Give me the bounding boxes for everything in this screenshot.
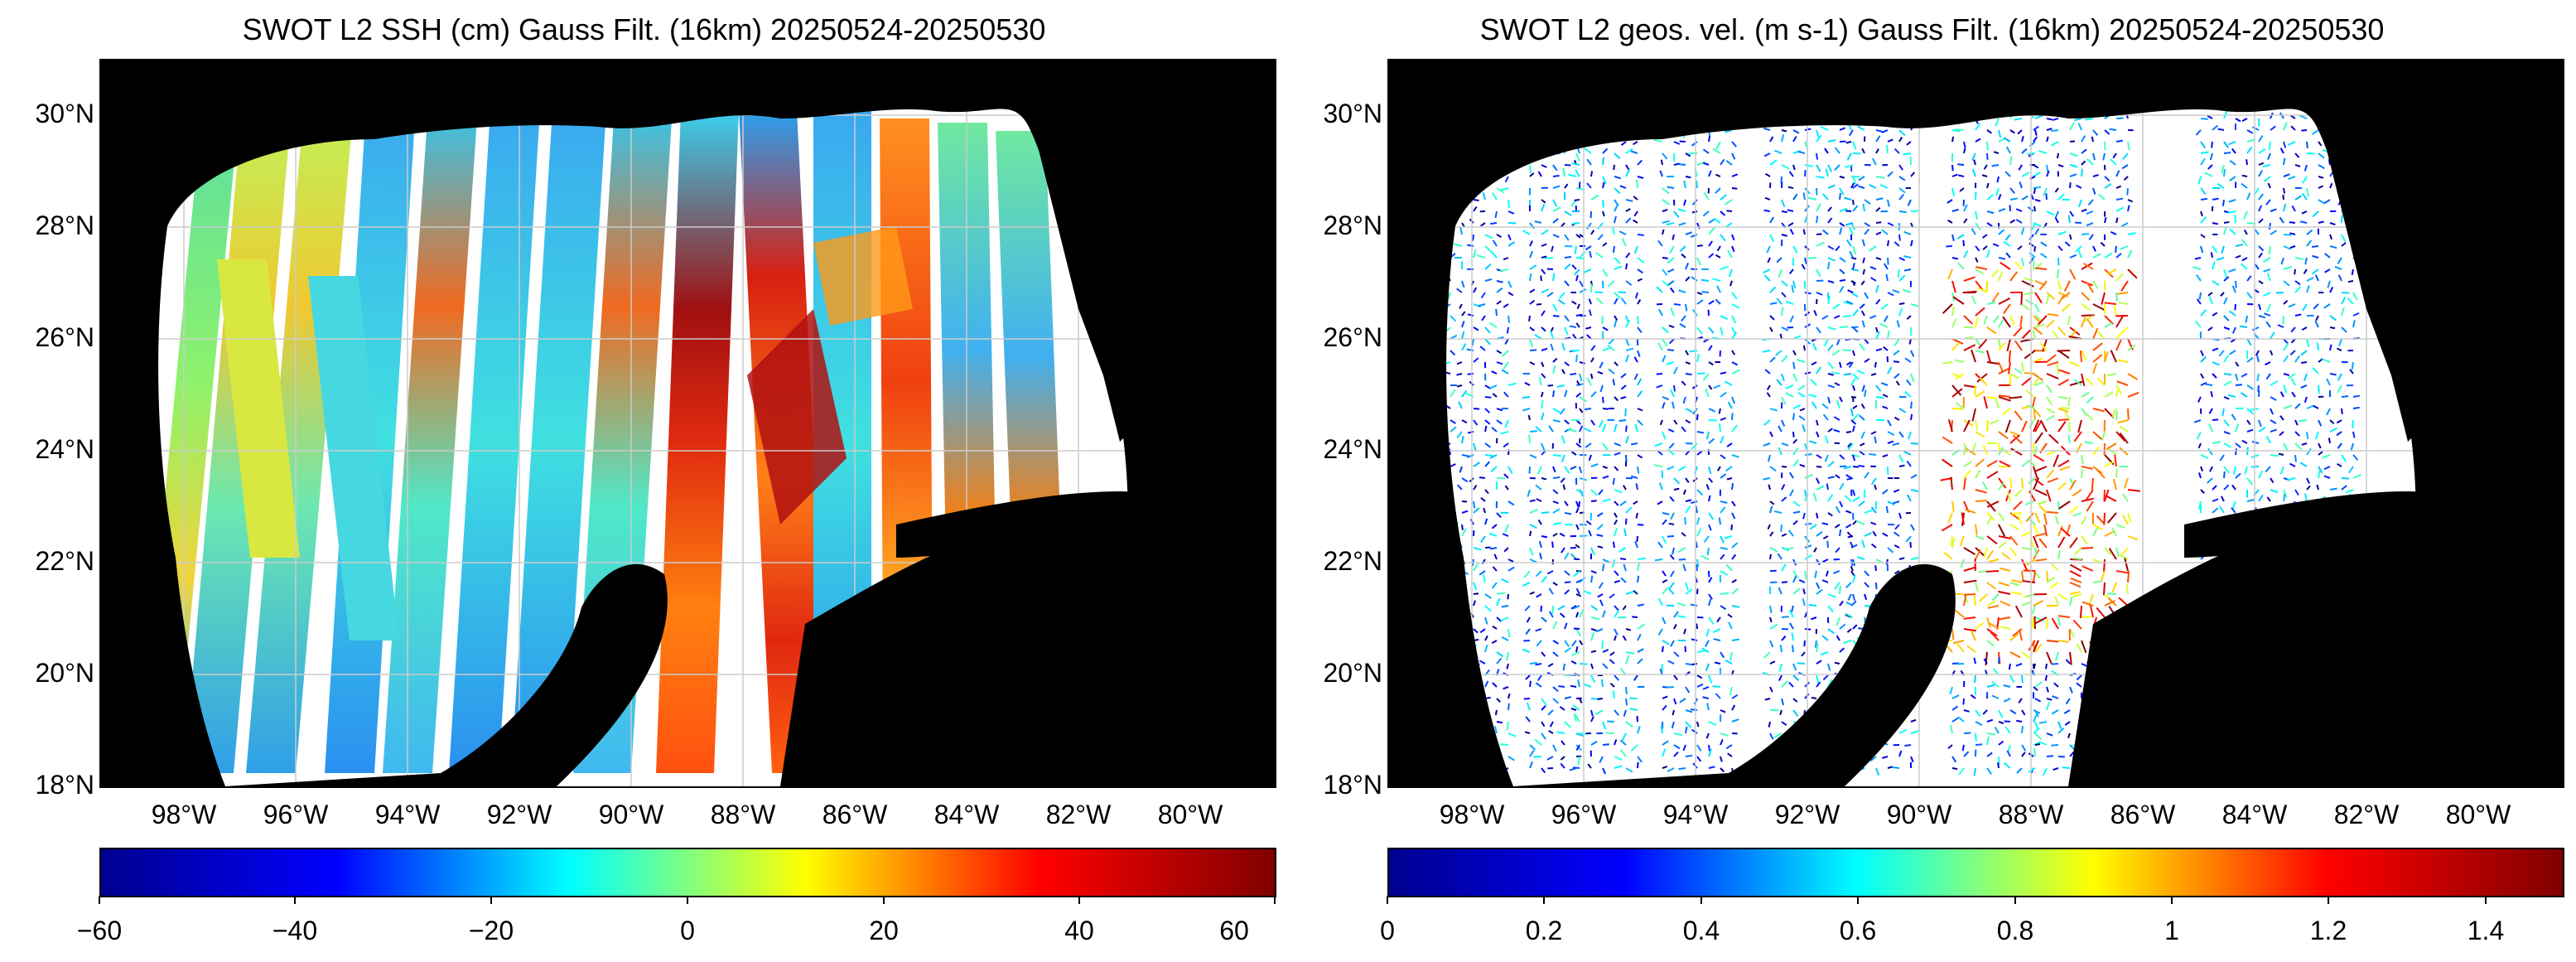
vel-florida xyxy=(2317,110,2466,442)
vel-lon-label-96w: 96°W xyxy=(1551,800,1617,829)
vel-cbar-tick-3: 0.6 xyxy=(1839,916,1877,945)
lat-label-18n: 18°N xyxy=(35,770,95,800)
ssh-cbar-tick-3: 0 xyxy=(680,916,695,945)
lat-label-22n: 22°N xyxy=(35,546,95,576)
ssh-cbar-tick-0: −60 xyxy=(76,916,123,945)
vel-map[interactable] xyxy=(1387,59,2564,788)
vel-colorbar xyxy=(1387,848,2564,897)
vel-lat-label-24n: 24°N xyxy=(1323,434,1383,464)
vel-lon-label-82w: 82°W xyxy=(2333,800,2400,829)
ssh-cuba xyxy=(896,491,1275,641)
lon-label-94w: 94°W xyxy=(374,800,441,829)
ssh-map-svg xyxy=(101,60,1275,786)
vel-lat-label-18n: 18°N xyxy=(1323,770,1383,800)
lon-label-90w: 90°W xyxy=(598,800,664,829)
vel-cuba xyxy=(2184,491,2563,641)
vel-cbar-tick-6: 1.2 xyxy=(2309,916,2347,945)
vel-cbar-tick-1: 0.2 xyxy=(1525,916,1563,945)
ssh-florida xyxy=(1029,110,1178,442)
lon-label-82w: 82°W xyxy=(1045,800,1112,829)
lon-label-86w: 86°W xyxy=(822,800,888,829)
lat-label-20n: 20°N xyxy=(35,658,95,688)
vel-lon-label-86w: 86°W xyxy=(2110,800,2176,829)
vel-lon-label-90w: 90°W xyxy=(1886,800,1952,829)
ssh-colorbar xyxy=(99,848,1276,897)
vel-lat-label-26n: 26°N xyxy=(1323,322,1383,352)
vel-lon-label-80w: 80°W xyxy=(2445,800,2511,829)
ssh-cbar-tick-5: 40 xyxy=(1064,916,1094,945)
ssh-map[interactable] xyxy=(99,59,1276,788)
lat-label-30n: 30°N xyxy=(35,99,95,128)
ssh-cbar-tick-6: 60 xyxy=(1219,916,1249,945)
vel-panel: SWOT L2 geos. vel. (m s-1) Gauss Filt. (… xyxy=(1288,0,2576,962)
ssh-panel-title: SWOT L2 SSH (cm) Gauss Filt. (16km) 2025… xyxy=(242,12,1046,46)
vel-cbar-tick-5: 1 xyxy=(2164,916,2179,945)
vel-land xyxy=(1389,60,2563,786)
ssh-cbar-tick-4: 20 xyxy=(869,916,899,945)
vel-lon-label-94w: 94°W xyxy=(1662,800,1729,829)
vel-lat-label-20n: 20°N xyxy=(1323,658,1383,688)
lon-label-84w: 84°W xyxy=(933,800,1000,829)
vel-lat-label-28n: 28°N xyxy=(1323,210,1383,240)
vel-lon-label-92w: 92°W xyxy=(1774,800,1840,829)
vel-lon-label-98w: 98°W xyxy=(1439,800,1505,829)
ssh-panel: SWOT L2 SSH (cm) Gauss Filt. (16km) 2025… xyxy=(35,12,1276,945)
lon-label-88w: 88°W xyxy=(710,800,776,829)
vel-lon-label-84w: 84°W xyxy=(2221,800,2288,829)
ssh-cbar-tick-1: −40 xyxy=(272,916,318,945)
lon-label-96w: 96°W xyxy=(263,800,329,829)
lat-label-24n: 24°N xyxy=(35,434,95,464)
vel-lon-label-88w: 88°W xyxy=(1998,800,2064,829)
vel-map-svg xyxy=(1389,60,2563,786)
vel-cbar-tick-7: 1.4 xyxy=(2467,916,2505,945)
lon-label-92w: 92°W xyxy=(486,800,552,829)
vel-cbar-tick-2: 0.4 xyxy=(1682,916,1720,945)
ssh-land xyxy=(101,60,1275,786)
vel-cbar-tick-0: 0 xyxy=(1380,916,1395,945)
lon-label-98w: 98°W xyxy=(151,800,217,829)
vel-lat-label-22n: 22°N xyxy=(1323,546,1383,576)
lat-label-26n: 26°N xyxy=(35,322,95,352)
vel-lat-label-30n: 30°N xyxy=(1323,99,1383,128)
vel-cbar-tick-4: 0.8 xyxy=(1996,916,2034,945)
vel-panel-title: SWOT L2 geos. vel. (m s-1) Gauss Filt. (… xyxy=(1479,12,2385,46)
lon-label-80w: 80°W xyxy=(1157,800,1223,829)
ssh-cbar-tick-2: −20 xyxy=(468,916,514,945)
lat-label-28n: 28°N xyxy=(35,210,95,240)
